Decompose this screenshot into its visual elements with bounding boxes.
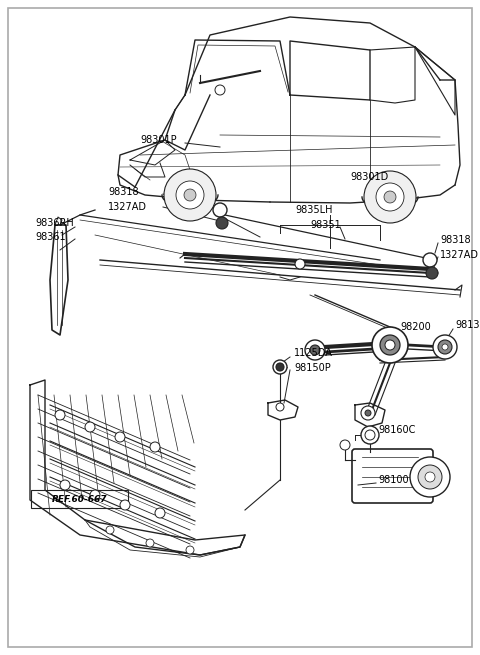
Circle shape (115, 432, 125, 442)
Circle shape (423, 253, 437, 267)
Circle shape (361, 426, 379, 444)
Circle shape (365, 430, 375, 440)
Circle shape (90, 490, 100, 500)
Circle shape (438, 340, 452, 354)
Text: 98351: 98351 (310, 220, 341, 230)
Text: 98200: 98200 (400, 322, 431, 332)
Text: 98318: 98318 (108, 187, 139, 197)
Text: 98160C: 98160C (378, 425, 415, 435)
Circle shape (442, 344, 448, 350)
Circle shape (418, 465, 442, 489)
Circle shape (85, 422, 95, 432)
Text: REF.60-667: REF.60-667 (52, 495, 108, 504)
Circle shape (426, 267, 438, 279)
Circle shape (276, 403, 284, 411)
Circle shape (365, 410, 371, 416)
Circle shape (372, 327, 408, 363)
Text: 98301P: 98301P (140, 135, 177, 145)
Circle shape (310, 345, 320, 355)
Circle shape (340, 440, 350, 450)
Circle shape (305, 340, 325, 360)
Circle shape (361, 406, 375, 420)
Circle shape (184, 189, 196, 201)
Circle shape (55, 410, 65, 420)
Circle shape (60, 480, 70, 490)
Text: 9836RH: 9836RH (35, 218, 74, 228)
Circle shape (164, 169, 216, 221)
Text: 98150P: 98150P (294, 363, 331, 373)
Text: 98301D: 98301D (350, 172, 388, 182)
Text: 98361: 98361 (35, 232, 66, 242)
FancyBboxPatch shape (352, 449, 433, 503)
Circle shape (380, 335, 400, 355)
Text: 98318: 98318 (440, 235, 470, 245)
Circle shape (213, 203, 227, 217)
Circle shape (155, 508, 165, 518)
Circle shape (384, 191, 396, 203)
Text: 1327AD: 1327AD (440, 250, 479, 260)
Text: 9835LH: 9835LH (295, 205, 333, 215)
Circle shape (425, 472, 435, 482)
Circle shape (276, 363, 284, 371)
Circle shape (410, 457, 450, 497)
Text: 1125DA: 1125DA (294, 348, 333, 358)
Circle shape (106, 526, 114, 534)
Text: 98100: 98100 (378, 475, 408, 485)
Circle shape (364, 171, 416, 223)
Circle shape (433, 335, 457, 359)
Circle shape (376, 183, 404, 211)
Circle shape (215, 85, 225, 95)
Circle shape (186, 546, 194, 554)
Circle shape (150, 442, 160, 452)
Circle shape (295, 259, 305, 269)
Text: 1327AD: 1327AD (108, 202, 147, 212)
Circle shape (385, 340, 395, 350)
Text: 98131C: 98131C (455, 320, 480, 330)
Circle shape (216, 217, 228, 229)
FancyBboxPatch shape (31, 490, 128, 508)
Circle shape (176, 181, 204, 209)
Circle shape (146, 539, 154, 547)
Circle shape (273, 360, 287, 374)
Circle shape (120, 500, 130, 510)
